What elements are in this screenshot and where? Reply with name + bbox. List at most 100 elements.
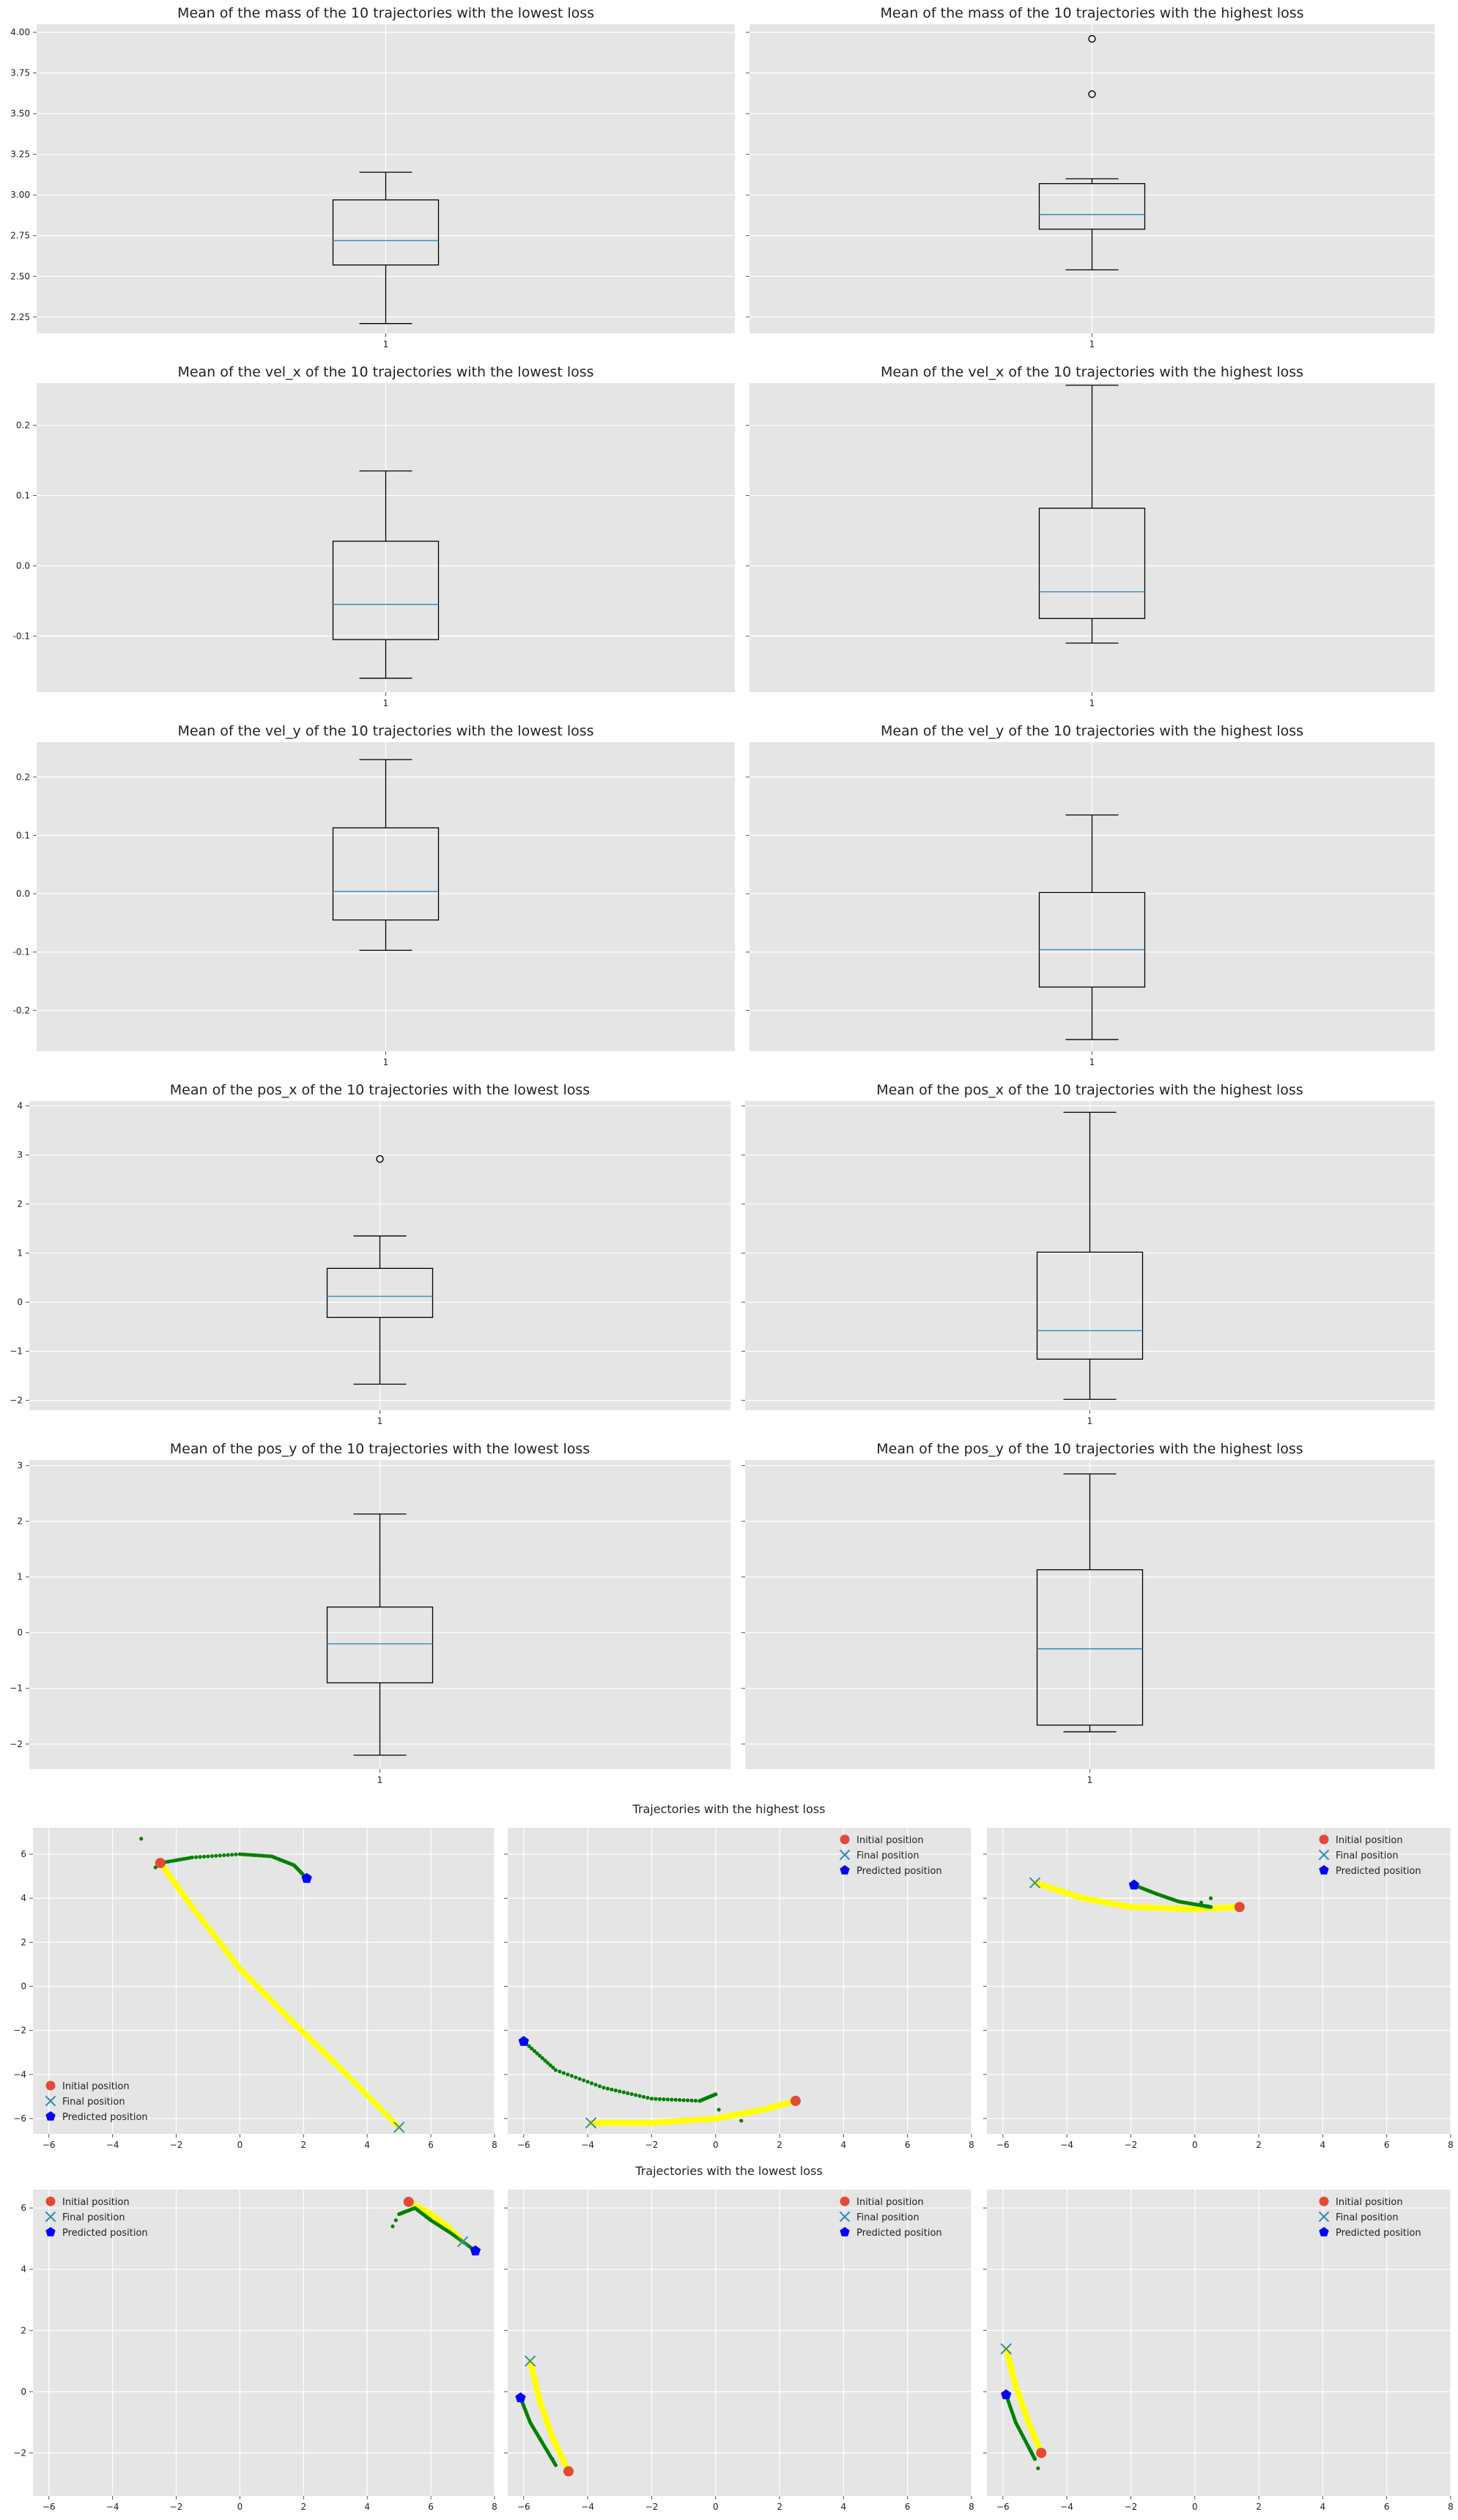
predicted-trajectory-point xyxy=(739,2119,744,2123)
chart-title: Mean of the vel_y of the 10 trajectories… xyxy=(881,723,1303,739)
predicted-trajectory-point xyxy=(602,2086,606,2090)
legend-label: Predicted position xyxy=(62,2112,148,2123)
predicted-trajectory-point xyxy=(1208,1896,1213,1900)
final-marker-stroke xyxy=(1029,1877,1041,1889)
ytick-label: −2 xyxy=(10,1396,23,1406)
predicted-trajectory-point xyxy=(543,2058,547,2063)
chart-panel: −6 −4 −2 0 2 4 6 8 Initial position Final positio… xyxy=(983,1828,1454,2150)
chart-panel: 1 Mean of the vel_y of the 10 trajectorie… xyxy=(746,723,1435,1067)
plot-area xyxy=(987,2190,1451,2496)
legend-predicted-swatch xyxy=(840,1865,850,1875)
legend: Initial position Final position Predicted … xyxy=(45,2196,148,2239)
legend: Initial position Final position Predicted … xyxy=(839,2196,942,2239)
legend-initial-swatch xyxy=(1319,1834,1329,1845)
chart-title: Mean of the pos_y of the 10 trajectories… xyxy=(170,1441,590,1457)
predicted-trajectory-point xyxy=(1199,1900,1204,1905)
predicted-trajectory-point xyxy=(613,2089,618,2093)
legend-label: Predicted position xyxy=(856,2228,942,2239)
legend-final-swatch xyxy=(1318,2211,1330,2223)
legend-label: Initial position xyxy=(62,2197,130,2208)
xtick-label: −4 xyxy=(1060,2502,1073,2512)
xtick-label: 8 xyxy=(492,2140,497,2150)
ytick-label: 0.2 xyxy=(16,772,30,782)
chart-title: Mean of the vel_x of the 10 trajectories… xyxy=(881,364,1303,380)
ytick-label: −1 xyxy=(10,1346,23,1357)
xtick-label: 0 xyxy=(1192,2502,1198,2512)
predicted-trajectory-point xyxy=(198,1855,202,1859)
ytick-label: -0.1 xyxy=(13,947,30,957)
final-position-marker xyxy=(1000,2343,1012,2355)
ytick-label: 3 xyxy=(17,1150,23,1160)
ytick-label: 0.1 xyxy=(16,830,30,840)
ytick-label: 3 xyxy=(17,1461,23,1471)
predicted-trajectory-point xyxy=(641,2094,646,2099)
predicted-trajectory-point xyxy=(657,2097,662,2101)
ytick-label: 0.0 xyxy=(16,889,30,899)
ytick-label: 4 xyxy=(17,1101,23,1111)
xtick-label: 1 xyxy=(383,698,389,708)
predicted-trajectory-point xyxy=(190,1855,194,1860)
box-iqr xyxy=(332,827,440,921)
predicted-position-marker xyxy=(301,1872,312,1883)
legend-final-swatch xyxy=(45,2211,56,2223)
predicted-trajectory-point xyxy=(139,1837,144,1841)
plot-area xyxy=(33,1828,495,2134)
chart-panel: −2 0 2 4 6 −6 −4 −2 0 2 4 6 8 Initial position Final p… xyxy=(13,2190,497,2512)
legend-label: Initial position xyxy=(856,1835,924,1846)
legend: Initial position Final position Predicted … xyxy=(839,1834,942,1877)
ytick-label: 6 xyxy=(21,2203,26,2213)
xtick-label: 6 xyxy=(428,2140,434,2150)
xtick-label: 1 xyxy=(1087,1775,1093,1785)
flier-point xyxy=(376,1155,384,1163)
final-marker-stroke xyxy=(585,2117,597,2129)
predicted-trajectory-point xyxy=(553,2463,558,2467)
ytick-label: -0.1 xyxy=(13,631,30,641)
legend-label: Final position xyxy=(856,1850,919,1861)
box-iqr xyxy=(332,199,440,266)
predicted-trajectory-point xyxy=(626,2091,630,2095)
initial-position-marker xyxy=(403,2196,414,2207)
final-marker-stroke xyxy=(524,2355,536,2367)
predicted-trajectory-point xyxy=(561,2071,566,2075)
predicted-trajectory-point xyxy=(538,2053,542,2058)
final-marker-stroke xyxy=(1318,2211,1330,2223)
final-marker-stroke xyxy=(839,1849,851,1861)
legend: Initial position Final position Predicted … xyxy=(45,2080,148,2123)
predicted-trajectory-point xyxy=(214,1853,218,1858)
xtick-label: 2 xyxy=(300,2502,306,2512)
ytick-label: 3.75 xyxy=(10,68,30,78)
ytick-label: 2.25 xyxy=(10,312,30,322)
legend: Initial position Final position Predicted … xyxy=(1318,2196,1421,2239)
legend-initial-swatch xyxy=(840,1834,850,1845)
predicted-trajectory-point xyxy=(226,1853,230,1857)
ytick-label: 4 xyxy=(21,2264,26,2275)
xtick-label: −4 xyxy=(581,2140,594,2150)
legend-initial-swatch xyxy=(45,2080,56,2091)
predicted-trajectory-point xyxy=(678,2098,682,2102)
xtick-label: 6 xyxy=(428,2502,434,2512)
ytick-label: 0 xyxy=(21,1982,26,1992)
xtick-label: 2 xyxy=(1256,2140,1262,2150)
final-position-marker xyxy=(456,2236,469,2247)
predicted-trajectory-point xyxy=(194,1855,199,1859)
predicted-trajectory-point xyxy=(1208,1905,1213,1909)
xtick-label: 8 xyxy=(1448,2140,1454,2150)
legend-label: Initial position xyxy=(62,2081,130,2092)
predicted-position-marker xyxy=(470,2245,481,2256)
predicted-trajectory-point xyxy=(550,2457,555,2461)
predicted-trajectory-point xyxy=(593,2083,598,2087)
ytick-label: -0.2 xyxy=(13,1005,30,1015)
initial-position-marker xyxy=(563,2466,574,2477)
legend-label: Predicted position xyxy=(1336,1866,1421,1877)
ytick-label: 2.75 xyxy=(10,231,30,241)
box-iqr xyxy=(1038,508,1146,619)
plot-area xyxy=(508,1828,972,2134)
chart-panel: 1 Mean of the pos_x of the 10 trajectorie… xyxy=(741,1082,1435,1426)
xtick-label: −4 xyxy=(106,2502,119,2512)
legend-label: Predicted position xyxy=(1336,2228,1421,2239)
predicted-trajectory-point xyxy=(569,2074,574,2078)
ytick-label: 6 xyxy=(21,1849,26,1859)
ytick-label: 0 xyxy=(21,2387,26,2397)
legend-predicted-swatch xyxy=(840,2227,850,2236)
